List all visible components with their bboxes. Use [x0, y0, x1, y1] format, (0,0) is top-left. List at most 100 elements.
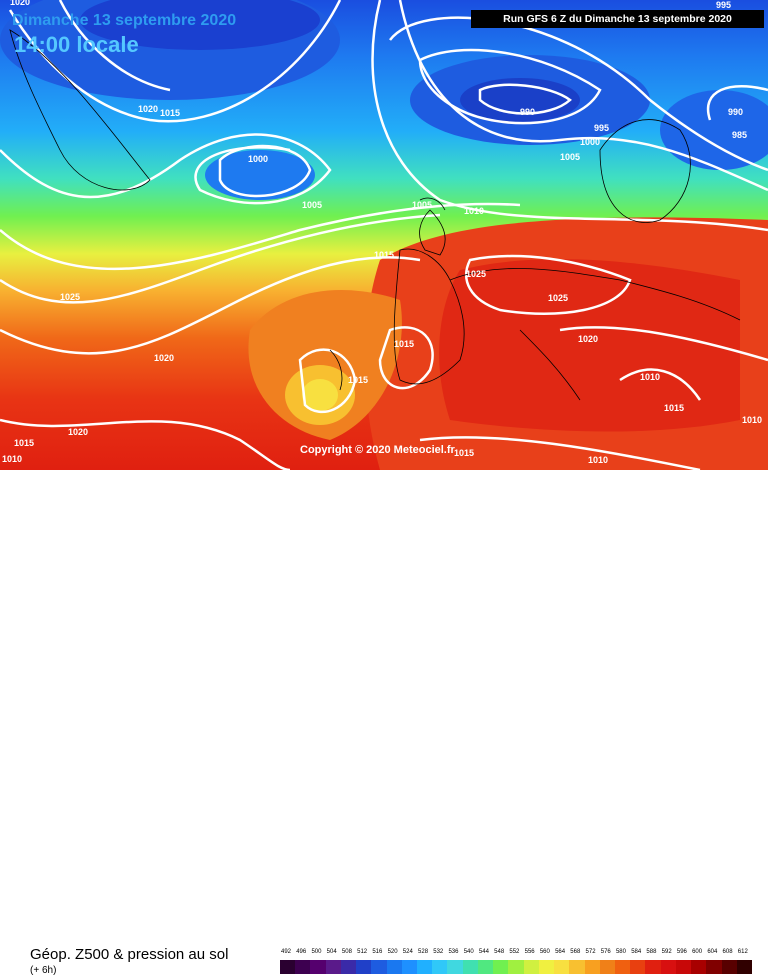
isobar-label: 995: [594, 123, 609, 133]
isobar-label: 990: [520, 107, 535, 117]
legend-swatch: [660, 960, 677, 974]
isobar-label: 1020: [10, 0, 30, 7]
legend-value: 544: [478, 949, 489, 955]
legend-value: 496: [296, 949, 307, 955]
legend-swatch: [325, 960, 342, 974]
legend-swatch: [691, 960, 707, 974]
isobar-label: 1015: [374, 250, 394, 260]
isobar-label: 1000: [248, 154, 268, 164]
legend-swatch: [462, 960, 479, 974]
chart-title: Géop. Z500 & pression au sol: [30, 946, 229, 963]
isobar-label: 1025: [60, 292, 80, 302]
isobar-label: 1025: [466, 269, 486, 279]
legend-value: 552: [509, 949, 520, 955]
isobar-label: 1010: [640, 372, 660, 382]
isobar-label: 1015: [348, 375, 368, 385]
legend-value: 576: [600, 949, 611, 955]
legend-labels: 492 496 500 504 508 512 516 520 524 528 532 536 540 5…: [280, 949, 752, 958]
chart-subtitle: (+ 6h): [30, 965, 57, 976]
legend-swatch: [721, 960, 738, 974]
legend-swatch: [675, 960, 692, 974]
legend-value: 560: [539, 949, 550, 955]
color-legend: [280, 960, 753, 974]
legend-value: 500: [311, 949, 322, 955]
legend-swatch: [630, 960, 646, 974]
isobar-label: 1010: [464, 206, 484, 216]
legend-value: 528: [418, 949, 429, 955]
legend-value: 600: [692, 949, 703, 955]
legend-swatch: [401, 960, 418, 974]
legend-value: 524: [402, 949, 413, 955]
isobar-label: 1025: [548, 293, 568, 303]
forecast-date: Dimanche 13 septembre 2020: [12, 12, 237, 29]
legend-value: 572: [585, 949, 596, 955]
legend-swatch: [295, 960, 311, 974]
legend-value: 588: [646, 949, 657, 955]
isobar-label: 990: [728, 107, 743, 117]
coastlines: [9, 29, 741, 401]
legend-value: 592: [661, 949, 672, 955]
weather-map: 1020 1015 1020 1000 990 995 1000 1005 99…: [0, 0, 768, 470]
legend-swatch: [280, 960, 296, 974]
legend-swatch: [417, 960, 433, 974]
legend-value: 564: [555, 949, 566, 955]
legend-swatch: [371, 960, 388, 974]
legend-value: 612: [737, 949, 748, 955]
isobar-label: 1015: [454, 448, 474, 458]
legend-swatch: [310, 960, 327, 974]
isobar-label: 1020: [138, 104, 158, 114]
legend-swatch: [432, 960, 448, 974]
legend-value: 516: [372, 949, 383, 955]
isobar-labels: 1020 1015 1020 1000 990 995 1000 1005 99…: [2, 0, 762, 465]
legend-value: 604: [707, 949, 718, 955]
isobar-label: 1010: [2, 454, 22, 464]
legend-swatch: [508, 960, 525, 974]
copyright-text: Copyright © 2020 Meteociel.fr: [300, 444, 455, 456]
isobar-label: 1020: [68, 427, 88, 437]
legend-value: 596: [676, 949, 687, 955]
legend-swatch: [523, 960, 540, 974]
isobar-label: 1015: [14, 438, 34, 448]
legend-swatch: [340, 960, 357, 974]
footer: Géop. Z500 & pression au sol (+ 6h) 492 4…: [0, 470, 768, 976]
legend-swatch: [477, 960, 494, 974]
isobar-label: 1015: [160, 108, 180, 118]
legend-value: 540: [463, 949, 474, 955]
isobar-label: 1010: [588, 455, 608, 465]
legend-swatch: [386, 960, 403, 974]
legend-value: 512: [357, 949, 368, 955]
legend-value: 548: [494, 949, 505, 955]
legend-swatch: [447, 960, 464, 974]
legend-swatch: [554, 960, 570, 974]
legend-swatch: [706, 960, 723, 974]
legend-value: 520: [387, 949, 398, 955]
isobar-label: 985: [732, 130, 747, 140]
legend-value: 580: [615, 949, 626, 955]
legend-swatch: [569, 960, 585, 974]
isobar-label: 1020: [154, 353, 174, 363]
isobar-label: 1005: [302, 200, 322, 210]
legend-value: 532: [433, 949, 444, 955]
legend-swatch: [599, 960, 616, 974]
legend-swatch: [356, 960, 372, 974]
run-info: Run GFS 6 Z du Dimanche 13 septembre 202…: [471, 10, 764, 28]
isobar-label: 1000: [580, 137, 600, 147]
isobar-label: 1005: [560, 152, 580, 162]
legend-value: 556: [524, 949, 535, 955]
isobar-label: 1010: [742, 415, 762, 425]
legend-value: 584: [631, 949, 642, 955]
legend-swatch: [538, 960, 555, 974]
isobar-label: 995: [716, 0, 731, 10]
legend-swatch: [645, 960, 662, 974]
legend-value: 504: [326, 949, 337, 955]
forecast-time: 14:00 locale: [14, 32, 139, 57]
isobar-label: 1020: [578, 334, 598, 344]
legend-swatch: [614, 960, 631, 974]
legend-swatch: [584, 960, 601, 974]
isobar-label: 1015: [394, 339, 414, 349]
legend-value: 608: [722, 949, 733, 955]
isobar-label: 1015: [664, 403, 684, 413]
legend-value: 536: [448, 949, 459, 955]
legend-value: 508: [341, 949, 352, 955]
legend-value: 568: [570, 949, 581, 955]
